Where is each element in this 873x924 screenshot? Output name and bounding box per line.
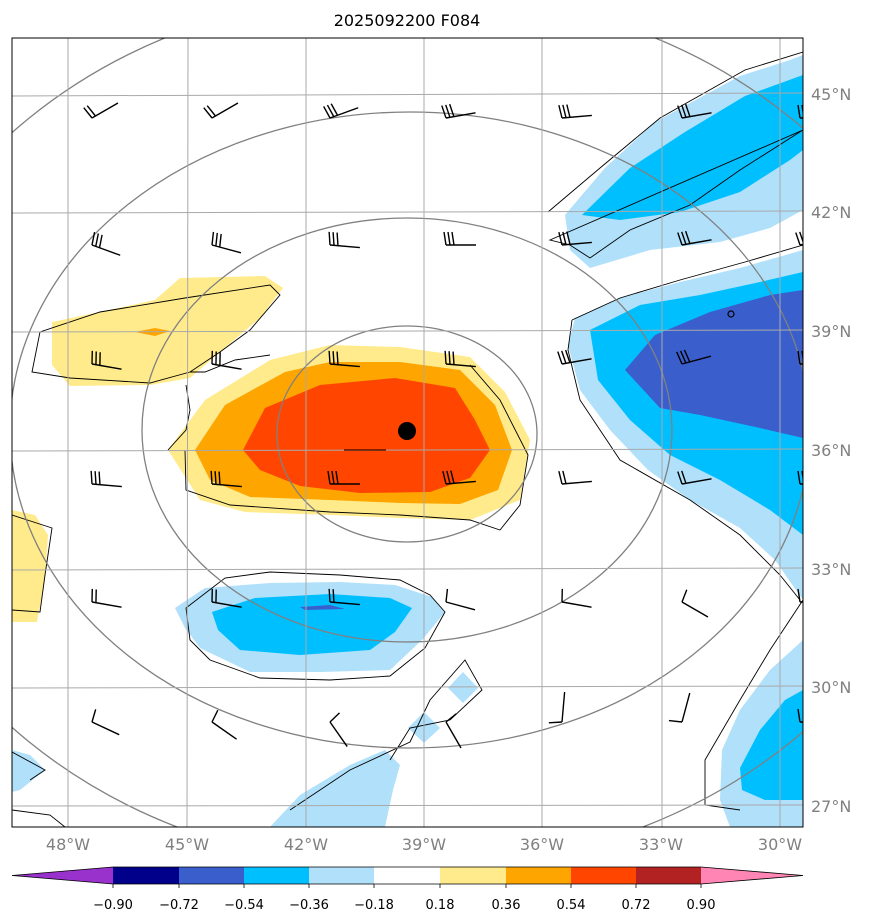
lat-tick-label: 45°N — [811, 85, 851, 104]
wind-barb — [558, 470, 592, 485]
wind-barb — [328, 350, 360, 368]
wind-barb — [548, 692, 566, 724]
wind-barb — [795, 230, 803, 246]
colorbar-tick-label: 0.54 — [557, 898, 586, 913]
wind-barb — [558, 104, 592, 119]
filled-region-neg-018-sc — [270, 750, 400, 827]
lat-tick-label: 39°N — [811, 322, 851, 341]
colorbar-tick-label: 0.18 — [426, 898, 455, 913]
filled-region-neg-036-se — [740, 690, 803, 800]
wind-barb — [211, 350, 242, 370]
wind-barb — [676, 349, 712, 365]
small-marker — [727, 310, 735, 318]
lon-tick-label: 48°W — [46, 835, 90, 854]
lat-tick-label: 42°N — [811, 203, 851, 222]
colorbar-segment — [113, 867, 179, 884]
lon-tick-label: 36°W — [520, 835, 564, 854]
wind-barb — [443, 231, 476, 246]
lat-tick-label: 27°N — [811, 797, 851, 816]
wind-barb — [91, 350, 122, 370]
colorbar-segment — [440, 867, 506, 884]
chart-title: 2025092200 F084 — [334, 11, 481, 30]
lat-labels: 45°N 42°N 39°N 36°N 33°N 30°N 27°N — [811, 85, 851, 816]
lon-tick-label: 39°W — [402, 835, 446, 854]
colorbar-tick-label: 0.72 — [622, 898, 651, 913]
colorbar-segment — [244, 867, 309, 884]
center-marker — [398, 422, 416, 440]
lon-tick-label: 30°W — [758, 835, 802, 854]
wind-barb — [90, 470, 122, 488]
colorbar-extend-high — [701, 867, 803, 884]
wind-barb — [444, 350, 476, 368]
wind-barb — [91, 231, 121, 256]
wind-barb — [210, 470, 242, 488]
wind-barb — [91, 709, 120, 736]
colorbar-segment — [179, 867, 244, 884]
colorbar-segment — [309, 867, 374, 884]
filled-region-pos-054-center — [243, 378, 490, 493]
wind-barb — [797, 708, 803, 723]
colorbar-segment — [506, 867, 571, 884]
colorbar-extend-low — [12, 867, 113, 884]
wind-barb — [203, 102, 239, 119]
lon-tick-label: 45°W — [165, 835, 209, 854]
wind-barb — [442, 470, 476, 485]
wind-barb — [211, 231, 242, 254]
wind-barb — [797, 470, 803, 485]
circle-contours — [12, 38, 803, 827]
wind-barb — [83, 102, 119, 119]
lon-tick-label: 33°W — [639, 835, 683, 854]
colorbar-tick-label: −0.72 — [159, 898, 199, 913]
wind-barb — [328, 588, 360, 606]
filled-region-neg-018-sc2 — [448, 672, 478, 703]
filled-region-neg-036-ne — [582, 75, 803, 220]
lat-tick-label: 30°N — [811, 678, 851, 697]
wind-barb — [441, 103, 476, 119]
colorbar-tick-label: 0.36 — [492, 898, 521, 913]
colorbar-tick-label: −0.18 — [354, 898, 394, 913]
lat-tick-label: 33°N — [811, 560, 851, 579]
colorbar-segment — [374, 867, 440, 884]
wind-barb — [91, 588, 122, 608]
wind-barb — [677, 103, 712, 119]
map-frame — [11, 37, 804, 828]
wind-barb — [445, 713, 462, 749]
colorbar-segment — [636, 867, 701, 884]
wind-barb — [329, 712, 348, 747]
wind-barb — [558, 231, 592, 246]
filled-region-pos-018-edge — [12, 510, 48, 622]
map-area — [12, 38, 803, 827]
wind-barb — [328, 231, 360, 249]
wind-barb — [327, 470, 360, 485]
wind-barb — [797, 104, 803, 119]
colorbar-tick-label: −0.54 — [224, 898, 264, 913]
colorbar-tick-label: −0.90 — [93, 898, 133, 913]
wind-barb — [561, 588, 592, 608]
lon-tick-label: 42°W — [284, 835, 328, 854]
wind-barb — [557, 349, 592, 365]
colorbar-tick-label: 0.90 — [687, 898, 716, 913]
wind-barb — [677, 230, 712, 246]
wind-barb — [668, 692, 691, 723]
lat-tick-label: 36°N — [811, 441, 851, 460]
graticule — [12, 38, 803, 827]
lon-labels: 48°W 45°W 42°W 39°W 36°W 33°W 30°W — [46, 835, 802, 854]
colorbar-tick-label: −0.36 — [289, 898, 329, 913]
colorbar: −0.90 −0.72 −0.54 −0.36 −0.18 0.18 0.36 0.54 0.7… — [11, 866, 804, 913]
wind-barb — [211, 588, 242, 608]
wind-barb — [323, 103, 359, 119]
filled-region-neg-054-south — [300, 605, 345, 610]
colorbar-segment — [571, 867, 636, 884]
wind-barb — [681, 589, 709, 618]
wind-barb — [797, 588, 803, 603]
wind-barb — [677, 470, 712, 485]
wind-barb — [211, 709, 237, 740]
wind-barb — [797, 350, 803, 365]
filled-region-neg-018-sw — [12, 750, 45, 792]
filled-region-neg-036-south — [212, 594, 412, 655]
wind-barbs — [83, 102, 803, 749]
wind-barb — [445, 588, 476, 611]
